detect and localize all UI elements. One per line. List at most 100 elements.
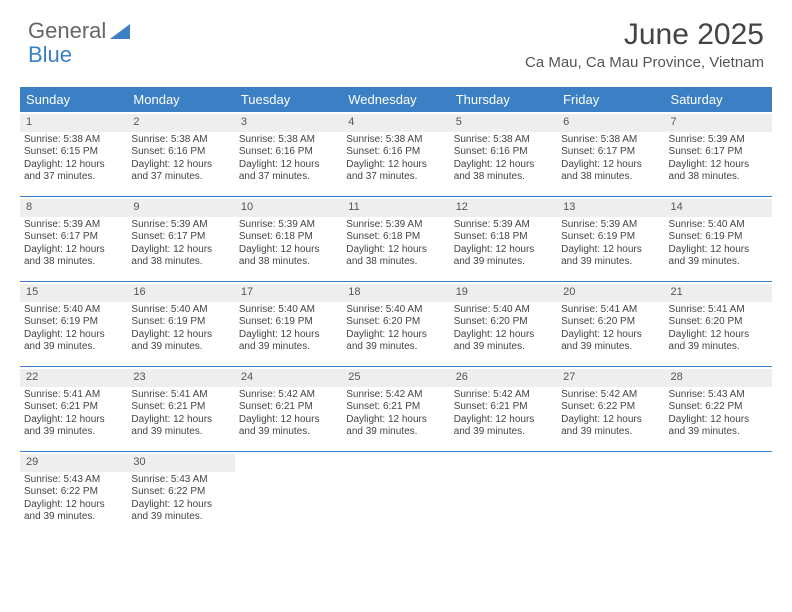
- sunrise-text: Sunrise: 5:38 AM: [561, 134, 660, 147]
- day-cell: 11 Sunrise: 5:39 AMSunset: 6:18 PMDayligh…: [342, 197, 449, 281]
- daylight-text: Daylight: 12 hours and 39 minutes.: [131, 499, 230, 524]
- sunset-text: Sunset: 6:18 PM: [454, 231, 553, 244]
- calendar: Sunday Monday Tuesday Wednesday Thursday…: [20, 87, 772, 536]
- daylight-text: Daylight: 12 hours and 37 minutes.: [131, 159, 230, 184]
- sunset-text: Sunset: 6:21 PM: [454, 401, 553, 414]
- day-header-row: Sunday Monday Tuesday Wednesday Thursday…: [20, 87, 772, 112]
- sunset-text: Sunset: 6:21 PM: [24, 401, 123, 414]
- day-header-mon: Monday: [127, 87, 234, 112]
- day-header-thu: Thursday: [450, 87, 557, 112]
- logo-text-1: General: [28, 18, 106, 44]
- daylight-text: Daylight: 12 hours and 39 minutes.: [239, 414, 338, 439]
- sunset-text: Sunset: 6:18 PM: [346, 231, 445, 244]
- sunset-text: Sunset: 6:19 PM: [24, 316, 123, 329]
- sunset-text: Sunset: 6:22 PM: [24, 486, 123, 499]
- day-cell: 30Sunrise: 5:43 AMSunset: 6:22 PMDayligh…: [127, 452, 234, 536]
- daylight-text: Daylight: 12 hours and 38 minutes.: [239, 244, 338, 269]
- day-cell: 4Sunrise: 5:38 AMSunset: 6:16 PMDaylight…: [342, 112, 449, 196]
- day-cell: 22Sunrise: 5:41 AMSunset: 6:21 PMDayligh…: [20, 367, 127, 451]
- sunrise-text: Sunrise: 5:39 AM: [454, 219, 553, 232]
- sunset-text: Sunset: 6:20 PM: [454, 316, 553, 329]
- daylight-text: Daylight: 12 hours and 38 minutes.: [346, 244, 445, 269]
- logo-sail-icon: [110, 22, 132, 40]
- day-cell: [235, 452, 342, 536]
- day-header-wed: Wednesday: [342, 87, 449, 112]
- day-number: 3: [235, 114, 342, 132]
- sunrise-text: Sunrise: 5:38 AM: [131, 134, 230, 147]
- day-cell: [665, 452, 772, 536]
- logo-text-2: Blue: [28, 42, 72, 68]
- daylight-text: Daylight: 12 hours and 38 minutes.: [454, 159, 553, 184]
- sunrise-text: Sunrise: 5:38 AM: [239, 134, 338, 147]
- sunrise-text: Sunrise: 5:39 AM: [131, 219, 230, 232]
- weeks-container: 1Sunrise: 5:38 AMSunset: 6:15 PMDaylight…: [20, 112, 772, 536]
- day-number: 27: [557, 369, 664, 387]
- daylight-text: Daylight: 12 hours and 39 minutes.: [669, 414, 768, 439]
- day-cell: 9Sunrise: 5:39 AMSunset: 6:17 PMDaylight…: [127, 197, 234, 281]
- sunset-text: Sunset: 6:17 PM: [561, 146, 660, 159]
- daylight-text: Daylight: 12 hours and 38 minutes.: [24, 244, 123, 269]
- location-text: Ca Mau, Ca Mau Province, Vietnam: [525, 54, 764, 71]
- day-cell: 3Sunrise: 5:38 AMSunset: 6:16 PMDaylight…: [235, 112, 342, 196]
- sunrise-text: Sunrise: 5:43 AM: [131, 474, 230, 487]
- day-number: 25: [342, 369, 449, 387]
- daylight-text: Daylight: 12 hours and 39 minutes.: [454, 329, 553, 354]
- sunrise-text: Sunrise: 5:40 AM: [131, 304, 230, 317]
- sunset-text: Sunset: 6:22 PM: [561, 401, 660, 414]
- sunset-text: Sunset: 6:19 PM: [669, 231, 768, 244]
- page-header: General June 2025 Ca Mau, Ca Mau Provinc…: [0, 0, 792, 79]
- day-header-fri: Friday: [557, 87, 664, 112]
- daylight-text: Daylight: 12 hours and 39 minutes.: [346, 329, 445, 354]
- sunrise-text: Sunrise: 5:43 AM: [669, 389, 768, 402]
- day-cell: 5Sunrise: 5:38 AMSunset: 6:16 PMDaylight…: [450, 112, 557, 196]
- day-cell: 13Sunrise: 5:39 AMSunset: 6:19 PMDayligh…: [557, 197, 664, 281]
- sunset-text: Sunset: 6:18 PM: [239, 231, 338, 244]
- sunset-text: Sunset: 6:17 PM: [24, 231, 123, 244]
- daylight-text: Daylight: 12 hours and 37 minutes.: [346, 159, 445, 184]
- week-row: 15Sunrise: 5:40 AMSunset: 6:19 PMDayligh…: [20, 282, 772, 367]
- week-row: 29Sunrise: 5:43 AMSunset: 6:22 PMDayligh…: [20, 452, 772, 536]
- day-number: 4: [342, 114, 449, 132]
- day-number: 7: [665, 114, 772, 132]
- sunrise-text: Sunrise: 5:38 AM: [24, 134, 123, 147]
- month-title: June 2025: [525, 18, 764, 52]
- sunrise-text: Sunrise: 5:39 AM: [346, 219, 445, 232]
- sunrise-text: Sunrise: 5:41 AM: [669, 304, 768, 317]
- sunset-text: Sunset: 6:20 PM: [561, 316, 660, 329]
- sunset-text: Sunset: 6:19 PM: [131, 316, 230, 329]
- sunset-text: Sunset: 6:19 PM: [561, 231, 660, 244]
- day-cell: 10Sunrise: 5:39 AMSunset: 6:18 PMDayligh…: [235, 197, 342, 281]
- sunset-text: Sunset: 6:20 PM: [669, 316, 768, 329]
- daylight-text: Daylight: 12 hours and 38 minutes.: [561, 159, 660, 184]
- sunset-text: Sunset: 6:20 PM: [346, 316, 445, 329]
- sunset-text: Sunset: 6:16 PM: [131, 146, 230, 159]
- sunrise-text: Sunrise: 5:39 AM: [669, 134, 768, 147]
- sunset-text: Sunset: 6:21 PM: [131, 401, 230, 414]
- daylight-text: Daylight: 12 hours and 39 minutes.: [131, 414, 230, 439]
- logo: General: [28, 18, 132, 44]
- day-cell: 23Sunrise: 5:41 AMSunset: 6:21 PMDayligh…: [127, 367, 234, 451]
- day-number: 8: [20, 199, 127, 217]
- day-number: 9: [127, 199, 234, 217]
- daylight-text: Daylight: 12 hours and 39 minutes.: [561, 244, 660, 269]
- sunrise-text: Sunrise: 5:39 AM: [561, 219, 660, 232]
- day-number: 11: [342, 199, 449, 217]
- day-number: 20: [557, 284, 664, 302]
- sunrise-text: Sunrise: 5:40 AM: [239, 304, 338, 317]
- day-header-sun: Sunday: [20, 87, 127, 112]
- daylight-text: Daylight: 12 hours and 39 minutes.: [454, 414, 553, 439]
- sunrise-text: Sunrise: 5:38 AM: [346, 134, 445, 147]
- sunrise-text: Sunrise: 5:38 AM: [454, 134, 553, 147]
- day-cell: 17Sunrise: 5:40 AMSunset: 6:19 PMDayligh…: [235, 282, 342, 366]
- day-cell: 24Sunrise: 5:42 AMSunset: 6:21 PMDayligh…: [235, 367, 342, 451]
- sunset-text: Sunset: 6:15 PM: [24, 146, 123, 159]
- day-number: 26: [450, 369, 557, 387]
- day-number: 6: [557, 114, 664, 132]
- daylight-text: Daylight: 12 hours and 39 minutes.: [454, 244, 553, 269]
- day-cell: [557, 452, 664, 536]
- day-cell: 18Sunrise: 5:40 AMSunset: 6:20 PMDayligh…: [342, 282, 449, 366]
- day-cell: 1Sunrise: 5:38 AMSunset: 6:15 PMDaylight…: [20, 112, 127, 196]
- sunset-text: Sunset: 6:22 PM: [669, 401, 768, 414]
- day-number: 16: [127, 284, 234, 302]
- day-number: 28: [665, 369, 772, 387]
